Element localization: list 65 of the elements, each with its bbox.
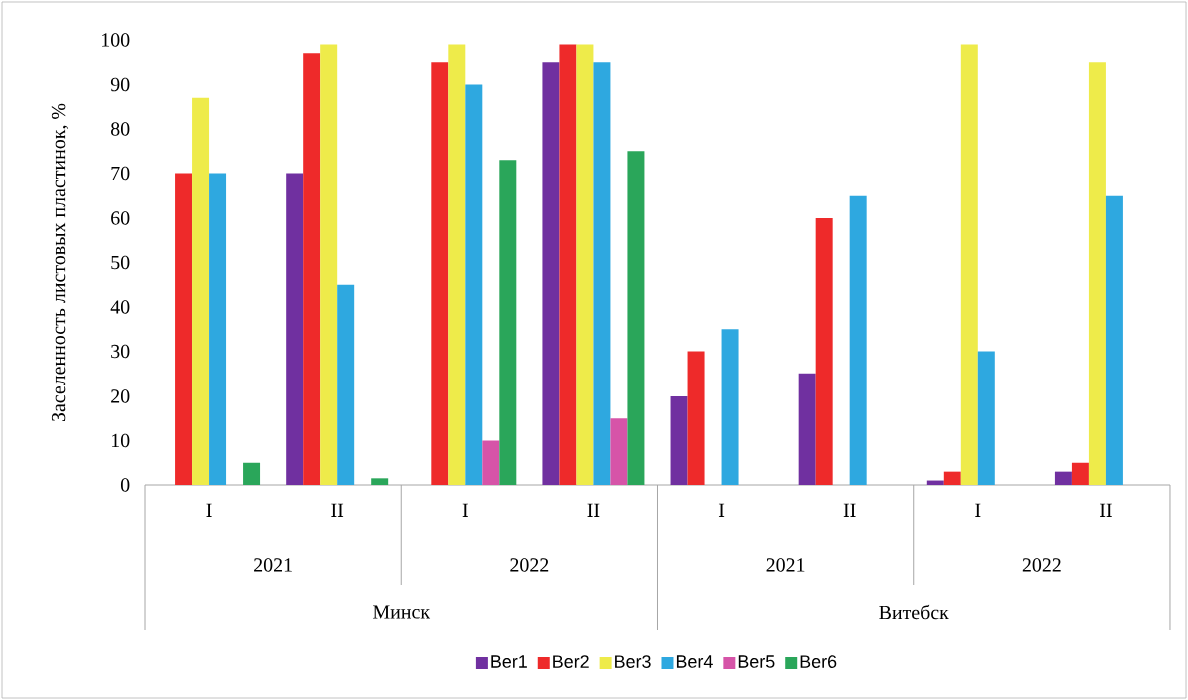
bar xyxy=(371,478,389,485)
text: Витебск xyxy=(879,604,949,620)
y-tick-label: 60 xyxy=(111,211,130,225)
y-axis-title: Заселенность листовых пластинок, % xyxy=(51,103,69,422)
x-tick-label: II xyxy=(587,503,600,517)
bar xyxy=(815,218,833,485)
bar xyxy=(448,44,466,485)
bar xyxy=(1054,471,1072,485)
bar xyxy=(209,173,227,485)
bar xyxy=(337,284,355,485)
y-tick-label: 100 xyxy=(102,33,130,47)
bar xyxy=(1088,62,1106,485)
y-tick-label: 40 xyxy=(110,300,130,314)
bar xyxy=(849,195,867,485)
bar xyxy=(687,351,705,485)
bar xyxy=(721,329,739,485)
y-tick-label: 0 xyxy=(120,478,130,492)
legend-label: Ber2 xyxy=(553,655,589,668)
legend-label: Ber3 xyxy=(615,655,651,668)
bar xyxy=(243,462,261,485)
text: Минск xyxy=(373,605,431,619)
legend-label: Ber4 xyxy=(676,655,713,668)
text: 2022 xyxy=(1022,558,1061,572)
bar xyxy=(286,173,304,485)
bar xyxy=(593,62,611,485)
bar xyxy=(1071,462,1089,485)
y-tick-label: 30 xyxy=(111,344,130,359)
bar xyxy=(542,62,560,485)
y-tick-label: 50 xyxy=(111,255,130,270)
y-tick-label: 80 xyxy=(111,122,130,136)
bar xyxy=(559,44,577,485)
bar xyxy=(431,62,449,485)
x-tick-label: II xyxy=(1100,503,1112,517)
x-tick-label: I xyxy=(462,503,468,517)
x-tick-label: I xyxy=(206,503,212,517)
bar xyxy=(943,471,961,485)
text: 2021 xyxy=(766,558,805,572)
bar xyxy=(1105,195,1123,485)
bar xyxy=(192,97,210,485)
bar xyxy=(627,151,645,485)
y-tick-label: 10 xyxy=(111,433,130,448)
bar xyxy=(303,53,321,485)
x-tick-label: I xyxy=(975,503,981,517)
y-tick-label: 20 xyxy=(111,389,130,403)
text: 2022 xyxy=(510,558,549,572)
bar xyxy=(670,396,688,485)
bar xyxy=(465,84,483,485)
x-tick-label: II xyxy=(331,503,344,517)
legend-label: Ber6 xyxy=(800,655,837,668)
bar xyxy=(175,173,193,485)
text: 2021 xyxy=(254,558,292,572)
bar xyxy=(960,44,978,485)
x-tick-label: I xyxy=(718,503,725,517)
y-tick-label: 90 xyxy=(110,77,130,92)
bar xyxy=(499,160,517,485)
y-tick-label: 70 xyxy=(111,166,130,181)
bar xyxy=(576,44,594,485)
bar xyxy=(320,44,338,485)
x-tick-label: II xyxy=(843,503,856,517)
bar xyxy=(610,418,628,485)
legend-label: Ber5 xyxy=(738,655,775,668)
legend-label: Ber1 xyxy=(491,655,527,668)
bar xyxy=(977,351,995,485)
bar xyxy=(798,373,816,485)
bar xyxy=(482,440,500,485)
